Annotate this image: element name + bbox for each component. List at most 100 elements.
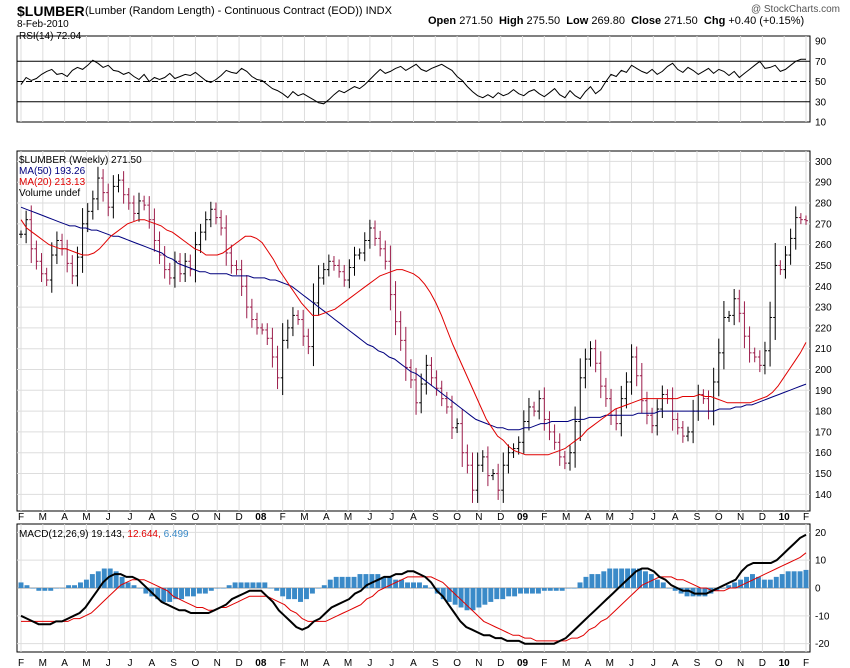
macd-histogram-bar bbox=[613, 568, 619, 588]
macd-histogram-bar bbox=[631, 568, 637, 588]
macd-histogram-bar bbox=[422, 585, 428, 588]
chg-label: Chg bbox=[703, 15, 726, 27]
x-tick-label: F bbox=[541, 512, 547, 523]
close-label: Close bbox=[631, 15, 662, 27]
close-value: 271.50 bbox=[664, 15, 698, 27]
price-y-tick: 200 bbox=[815, 365, 832, 376]
chart-description: (Lumber (Random Length) - Continuous Con… bbox=[85, 5, 392, 17]
x-tick-label: 08 bbox=[255, 512, 267, 523]
macd-histogram-bar bbox=[702, 588, 708, 597]
macd-histogram-bar bbox=[42, 588, 48, 591]
macd-histogram-bar bbox=[464, 588, 470, 611]
macd-histogram-bar bbox=[506, 588, 512, 597]
macd-histogram-bar bbox=[553, 588, 559, 591]
macd-histogram-bar bbox=[327, 579, 333, 588]
x-tick-label: F bbox=[280, 658, 286, 668]
macd-histogram-bar bbox=[476, 588, 482, 608]
x-tick-label: J bbox=[389, 658, 394, 668]
macd-histogram-bar bbox=[77, 582, 83, 588]
macd-histogram-bar bbox=[315, 588, 321, 589]
macd-histogram-bar bbox=[357, 574, 363, 588]
low-label: Low bbox=[566, 15, 589, 27]
macd-y-tick: -10 bbox=[815, 611, 830, 622]
high-label: High bbox=[498, 15, 524, 27]
x-tick-label: N bbox=[214, 512, 221, 523]
macd-histogram-bar bbox=[167, 588, 173, 602]
x-tick-label: J bbox=[651, 658, 656, 668]
chart-symbol: $LUMBER bbox=[17, 3, 85, 19]
macd-histogram-bar bbox=[565, 588, 571, 589]
rsi-line bbox=[20, 58, 806, 105]
macd-line bbox=[20, 533, 807, 645]
ma50-line bbox=[20, 206, 807, 431]
x-tick-label: N bbox=[475, 658, 482, 668]
price-y-tick: 270 bbox=[815, 219, 832, 230]
macd-histogram-bar bbox=[559, 588, 565, 591]
x-tick-label: O bbox=[453, 512, 461, 523]
x-tick-label: 10 bbox=[779, 512, 791, 523]
x-tick-label: F bbox=[803, 512, 809, 523]
macd-histogram-bar bbox=[292, 588, 298, 600]
rsi-y-tick: 90 bbox=[815, 37, 827, 48]
macd-histogram-bar bbox=[791, 571, 797, 588]
open-label: Open bbox=[428, 15, 457, 27]
x-tick-label: D bbox=[759, 512, 766, 523]
macd-histogram-bar bbox=[155, 588, 161, 600]
macd-y-tick: 10 bbox=[815, 556, 827, 567]
macd-histogram-bar bbox=[250, 582, 256, 588]
macd-histogram-bar bbox=[119, 576, 125, 588]
macd-histogram-bar bbox=[274, 588, 280, 591]
x-tick-label: F bbox=[280, 512, 286, 523]
macd-histogram-bar bbox=[535, 588, 541, 594]
x-tick-label: F bbox=[541, 658, 547, 668]
macd-histogram-bar bbox=[803, 569, 809, 588]
macd-histogram-bar bbox=[345, 576, 351, 588]
rsi-y-tick: 10 bbox=[815, 118, 827, 129]
x-tick-label: D bbox=[497, 512, 504, 523]
macd-histogram-bar bbox=[48, 588, 54, 591]
macd-histogram-bar bbox=[654, 579, 660, 588]
macd-histogram-bar bbox=[179, 588, 185, 600]
macd-histogram-bar bbox=[488, 588, 494, 602]
x-tick-label: F bbox=[803, 658, 809, 668]
x-tick-label: J bbox=[106, 658, 111, 668]
x-tick-label: A bbox=[61, 512, 68, 523]
x-tick-label: O bbox=[715, 658, 723, 668]
price-y-tick: 220 bbox=[815, 323, 832, 334]
macd-histogram-bar bbox=[24, 585, 30, 588]
macd-histogram-bar bbox=[185, 588, 190, 597]
macd-histogram-bar bbox=[393, 579, 399, 588]
x-tick-label: M bbox=[39, 658, 47, 668]
macd-histogram-bar bbox=[773, 576, 779, 588]
macd-histogram-bar bbox=[333, 576, 339, 588]
macd-histogram-bar bbox=[363, 574, 369, 588]
price-y-tick: 190 bbox=[815, 386, 832, 397]
price-y-tick: 150 bbox=[815, 469, 832, 480]
price-y-tick: 160 bbox=[815, 448, 832, 459]
macd-histogram-bar bbox=[458, 588, 464, 608]
x-tick-label: J bbox=[128, 658, 133, 668]
macd-signal-line bbox=[21, 552, 807, 642]
macd-histogram-bar bbox=[303, 588, 309, 600]
rsi-label: RSI(14) 72.04 bbox=[19, 31, 82, 42]
macd-histogram-bar bbox=[755, 576, 761, 588]
x-tick-label: A bbox=[148, 658, 155, 668]
macd-histogram-bar bbox=[529, 588, 535, 594]
macd-histogram-bar bbox=[256, 582, 262, 588]
x-tick-label: 10 bbox=[779, 658, 791, 668]
x-tick-label: J bbox=[367, 658, 372, 668]
macd-histogram-bar bbox=[232, 582, 238, 588]
macd-histogram-bar bbox=[761, 579, 767, 588]
macd-value: 19.143, bbox=[91, 529, 125, 540]
price-y-tick: 300 bbox=[815, 157, 832, 168]
x-tick-label: J bbox=[128, 512, 133, 523]
macd-histogram-bar bbox=[220, 588, 226, 589]
chart-date: 8-Feb-2010 bbox=[17, 19, 69, 30]
x-tick-label: A bbox=[410, 658, 417, 668]
legend-ma50: MA(50) 193.26 bbox=[19, 166, 86, 177]
x-tick-label: D bbox=[235, 512, 242, 523]
chg-value: +0.40 (+0.15%) bbox=[728, 15, 805, 27]
x-tick-label: O bbox=[715, 512, 723, 523]
price-y-tick: 170 bbox=[815, 427, 832, 438]
macd-histogram-bar bbox=[190, 588, 196, 597]
